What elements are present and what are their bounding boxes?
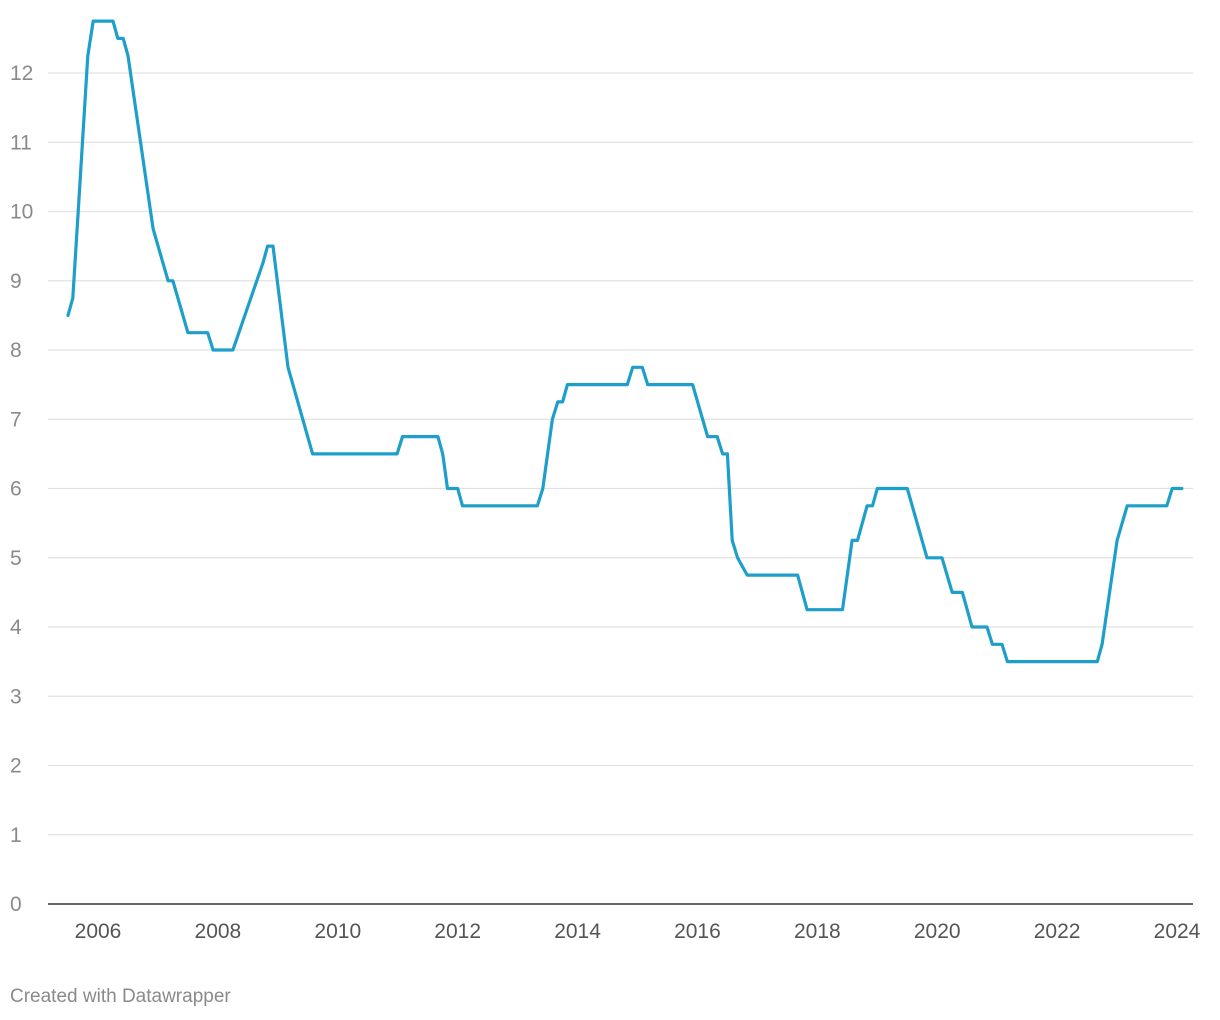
- x-tick-label: 2018: [794, 920, 841, 943]
- x-tick-label: 2014: [554, 920, 601, 943]
- y-tick-label: 0: [10, 893, 22, 916]
- y-tick-label: 2: [10, 755, 22, 778]
- x-axis-ticks: 2006 2008 2010 2012 2014 2016 2018 2020 2022 2024: [75, 920, 1201, 943]
- x-tick-label: 2006: [75, 920, 122, 943]
- x-tick-label: 2008: [195, 920, 242, 943]
- y-tick-label: 1: [10, 824, 22, 847]
- x-tick-label: 2024: [1154, 920, 1201, 943]
- gridlines: [48, 72, 1193, 905]
- series-layer: [66, 19, 1184, 664]
- x-tick-label: 2012: [434, 920, 481, 943]
- x-tick-label: 2020: [914, 920, 961, 943]
- y-tick-label: 8: [10, 339, 22, 362]
- series-line: [66, 19, 1184, 664]
- y-tick-label: 5: [10, 547, 22, 570]
- y-tick-label: 6: [10, 478, 22, 501]
- y-tick-label: 4: [10, 616, 22, 639]
- y-tick-label: 11: [10, 131, 32, 154]
- y-tick-label: 12: [10, 62, 33, 85]
- y-tick-label: 3: [10, 685, 22, 708]
- x-tick-label: 2010: [314, 920, 361, 943]
- y-tick-label: 10: [10, 201, 33, 224]
- y-tick-label: 9: [10, 270, 22, 293]
- datawrapper-credit: Created with Datawrapper: [10, 986, 231, 1007]
- y-tick-label: 7: [10, 408, 22, 431]
- x-tick-label: 2022: [1034, 920, 1081, 943]
- x-tick-label: 2016: [674, 920, 721, 943]
